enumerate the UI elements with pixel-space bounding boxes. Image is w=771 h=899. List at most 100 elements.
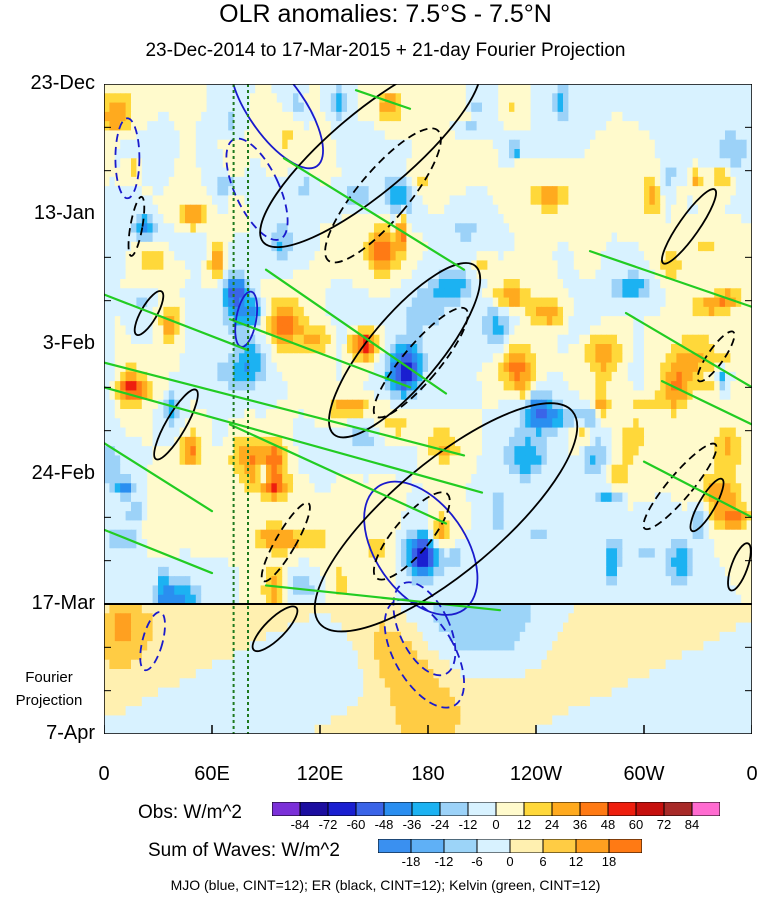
obs-anomaly-cell bbox=[552, 204, 559, 215]
obs-anomaly-cell bbox=[411, 279, 418, 289]
obs-anomaly-cell bbox=[163, 353, 170, 364]
obs-anomaly-cell bbox=[168, 381, 175, 392]
obs-anomaly-cell bbox=[244, 334, 251, 345]
obs-anomaly-cell bbox=[411, 167, 418, 178]
obs-anomaly-cell bbox=[735, 427, 742, 438]
obs-anomaly-cell bbox=[590, 381, 596, 392]
obs-anomaly-cell bbox=[590, 84, 596, 94]
obs-anomaly-cell bbox=[406, 371, 413, 382]
obs-anomaly-cell bbox=[600, 84, 607, 94]
obs-anomaly-cell bbox=[681, 93, 688, 104]
obs-anomaly-cell bbox=[374, 111, 380, 122]
obs-anomaly-cell bbox=[654, 279, 661, 289]
obs-anomaly-cell bbox=[384, 121, 391, 132]
obs-anomaly-cell bbox=[671, 446, 677, 457]
obs-anomaly-cell bbox=[136, 316, 143, 327]
obs-anomaly-cell bbox=[687, 427, 694, 438]
obs-anomaly-cell bbox=[379, 260, 386, 271]
obs-anomaly-cell bbox=[449, 279, 456, 289]
obs-anomaly-cell bbox=[233, 455, 240, 466]
obs-anomaly-cell bbox=[374, 232, 380, 243]
obs-anomaly-cell bbox=[546, 223, 553, 234]
obs-anomaly-cell bbox=[244, 232, 251, 243]
obs-anomaly-cell bbox=[266, 297, 272, 308]
obs-anomaly-cell bbox=[660, 167, 667, 178]
obs-anomaly-cell bbox=[298, 316, 305, 327]
obs-anomaly-cell bbox=[239, 297, 245, 308]
obs-anomaly-cell bbox=[239, 316, 245, 327]
obs-anomaly-cell bbox=[212, 158, 218, 169]
obs-anomaly-cell bbox=[374, 297, 380, 308]
obs-anomaly-cell bbox=[735, 186, 742, 197]
obs-anomaly-cell bbox=[411, 186, 418, 197]
obs-anomaly-cell bbox=[487, 427, 494, 438]
obs-anomaly-cell bbox=[168, 464, 175, 475]
obs-anomaly-cell bbox=[249, 306, 256, 317]
obs-anomaly-cell bbox=[179, 464, 186, 475]
obs-anomaly-cell bbox=[357, 186, 364, 197]
obs-anomaly-cell bbox=[320, 279, 326, 289]
obs-anomaly-cell bbox=[471, 325, 478, 336]
obs-anomaly-cell bbox=[536, 316, 542, 327]
obs-anomaly-cell bbox=[233, 176, 240, 187]
obs-anomaly-cell bbox=[546, 334, 553, 345]
obs-anomaly-cell bbox=[568, 334, 575, 345]
obs-anomaly-cell bbox=[168, 390, 175, 401]
obs-anomaly-cell bbox=[141, 353, 148, 364]
obs-anomaly-cell bbox=[320, 251, 326, 262]
obs-anomaly-cell bbox=[314, 176, 321, 187]
obs-anomaly-cell bbox=[422, 102, 429, 113]
obs-anomaly-cell bbox=[546, 427, 553, 438]
obs-anomaly-cell bbox=[525, 362, 532, 373]
obs-anomaly-cell bbox=[438, 279, 445, 289]
obs-anomaly-cell bbox=[320, 409, 326, 419]
obs-anomaly-cell bbox=[698, 102, 704, 113]
obs-anomaly-cell bbox=[147, 149, 154, 159]
obs-anomaly-cell bbox=[395, 455, 402, 466]
obs-anomaly-cell bbox=[158, 334, 164, 345]
obs-anomaly-cell bbox=[228, 325, 235, 336]
obs-anomaly-cell bbox=[741, 269, 748, 280]
obs-anomaly-cell bbox=[212, 427, 218, 438]
obs-anomaly-cell bbox=[282, 464, 289, 475]
obs-anomaly-cell bbox=[579, 409, 586, 419]
obs-anomaly-cell bbox=[730, 241, 737, 252]
obs-anomaly-cell bbox=[179, 251, 186, 262]
obs-anomaly-cell bbox=[228, 195, 235, 206]
obs-anomaly-cell bbox=[714, 418, 721, 429]
obs-anomaly-cell bbox=[438, 204, 445, 215]
obs-anomaly-cell bbox=[336, 130, 343, 141]
obs-anomaly-cell bbox=[276, 93, 283, 104]
obs-anomaly-cell bbox=[325, 139, 332, 150]
obs-anomaly-cell bbox=[357, 371, 364, 382]
obs-anomaly-cell bbox=[249, 371, 256, 382]
obs-anomaly-cell bbox=[433, 334, 440, 345]
obs-anomaly-cell bbox=[260, 130, 267, 141]
obs-anomaly-cell bbox=[201, 279, 208, 289]
obs-anomaly-cell bbox=[676, 232, 683, 243]
obs-anomaly-cell bbox=[384, 288, 391, 299]
obs-anomaly-cell bbox=[384, 344, 391, 354]
obs-anomaly-cell bbox=[411, 381, 418, 392]
obs-anomaly-cell bbox=[233, 149, 240, 159]
obs-anomaly-cell bbox=[681, 232, 688, 243]
obs-anomaly-cell bbox=[228, 288, 235, 299]
obs-anomaly-cell bbox=[287, 130, 294, 141]
obs-anomaly-cell bbox=[217, 158, 224, 169]
obs-anomaly-cell bbox=[233, 232, 240, 243]
obs-anomaly-cell bbox=[460, 455, 467, 466]
obs-anomaly-cell bbox=[384, 130, 391, 141]
obs-anomaly-cell bbox=[617, 279, 623, 289]
obs-anomaly-cell bbox=[611, 279, 618, 289]
obs-anomaly-cell bbox=[222, 399, 229, 410]
obs-anomaly-cell bbox=[611, 176, 618, 187]
obs-anomaly-cell bbox=[141, 111, 148, 122]
obs-anomaly-cell bbox=[201, 84, 208, 94]
obs-anomaly-cell bbox=[109, 409, 116, 419]
obs-anomaly-cell bbox=[330, 241, 337, 252]
obs-anomaly-cell bbox=[498, 158, 505, 169]
obs-anomaly-cell bbox=[449, 158, 456, 169]
obs-anomaly-cell bbox=[725, 158, 731, 169]
obs-anomaly-cell bbox=[433, 427, 440, 438]
obs-anomaly-cell bbox=[611, 418, 618, 429]
